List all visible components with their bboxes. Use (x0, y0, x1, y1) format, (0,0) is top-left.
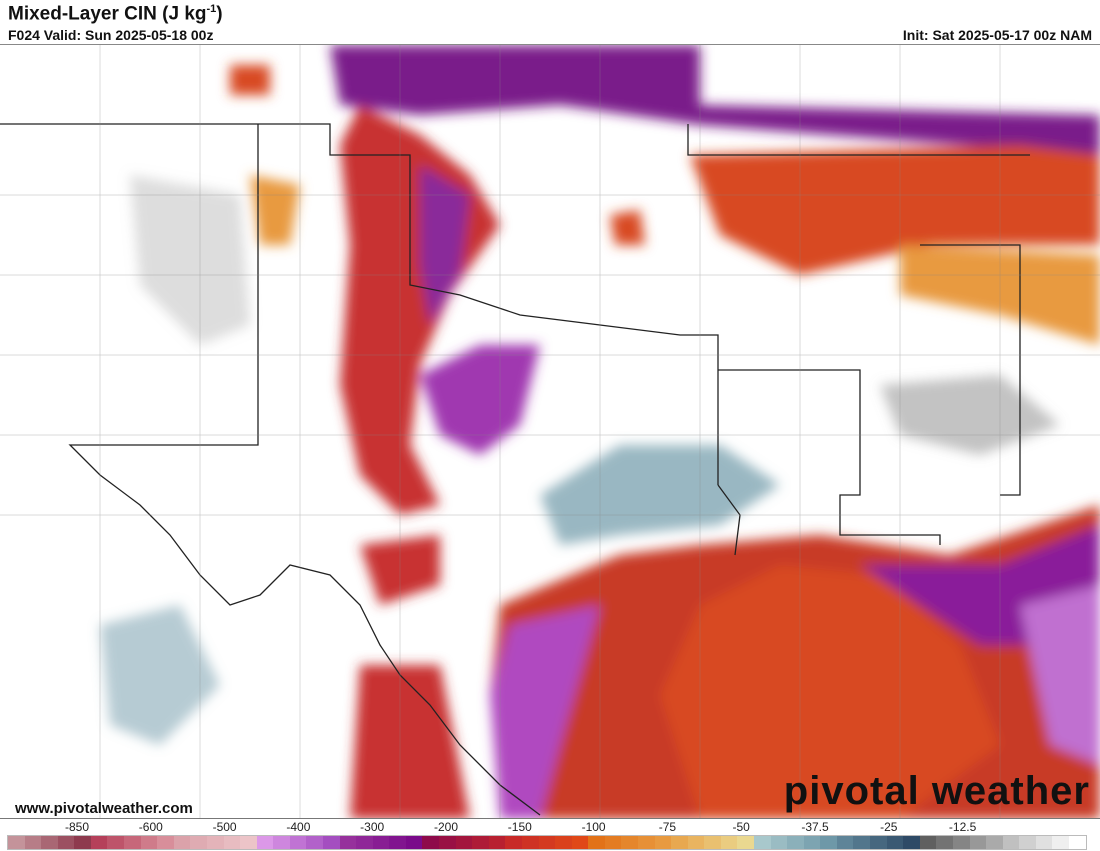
colorbar-cell (57, 836, 75, 849)
colorbar-cell (8, 836, 25, 849)
colorbar-cell (488, 836, 506, 849)
colorbar-tick-label: -200 (433, 820, 459, 834)
colorbar-cell (886, 836, 904, 849)
map-title: Mixed-Layer CIN (J kg-1) (8, 3, 223, 25)
colorbar-cell (289, 836, 307, 849)
colorbar-cell (754, 836, 771, 849)
colorbar-tick-label: -75 (658, 820, 677, 834)
colorbar-cell (952, 836, 970, 849)
init-time: Init: Sat 2025-05-17 00z NAM (902, 27, 1092, 43)
colorbar-cell (472, 836, 489, 849)
state-borders (0, 123, 1030, 816)
colorbar-cell (936, 836, 953, 849)
colorbar-cell (555, 836, 572, 849)
pivotal-weather-logo: pivotal weather (783, 769, 1090, 813)
colorbar-tick-label: -12.5 (948, 820, 977, 834)
colorbar-cell (190, 836, 207, 849)
colorbar-cell (356, 836, 373, 849)
colorbar-cell (571, 836, 589, 849)
colorbar-cell (24, 836, 42, 849)
colorbar-cell (1052, 836, 1069, 849)
colorbar-cell (521, 836, 539, 849)
colorbar-cell (107, 836, 125, 849)
colorbar-tick-label: -300 (360, 820, 385, 834)
colorbar-cell (969, 836, 987, 849)
colorbar-cell (588, 836, 605, 849)
colorbar-cell (41, 836, 58, 849)
colorbar-cell (654, 836, 672, 849)
colorbar-ticks: -850 -600 -500 -400 -300 -200 -150 -100 -75 -50 -3… (0, 820, 1100, 834)
colorbar-cell (820, 836, 837, 849)
colorbar: -850 -600 -500 -400 -300 -200 -150 -100 -75 -50 -3… (0, 818, 1100, 851)
colorbar-tick-label: -100 (581, 820, 606, 834)
colorbar-tick-label: -150 (507, 820, 532, 834)
colorbar-tick-label: -25 (880, 820, 898, 834)
colorbar-cell (604, 836, 622, 849)
colorbar-tick-label: -37.5 (801, 820, 829, 834)
colorbar-cell (687, 836, 705, 849)
colorbar-cell (405, 836, 423, 849)
colorbar-cell (306, 836, 323, 849)
colorbar-cell (389, 836, 406, 849)
colorbar-cell (903, 836, 920, 849)
colorbar-cell (157, 836, 174, 849)
colorbar-cell (1069, 836, 1086, 849)
colorbar-cell (90, 836, 108, 849)
colorbar-cell (422, 836, 440, 849)
colorbar-cell (853, 836, 871, 849)
colorbar-cell (919, 836, 937, 849)
colorbar-cell (372, 836, 390, 849)
colorbar-cell (986, 836, 1003, 849)
colorbar-cell (1002, 836, 1020, 849)
colorbar-cell (206, 836, 224, 849)
colorbar-cell (256, 836, 274, 849)
colorbar-cell (787, 836, 804, 849)
header: Mixed-Layer CIN (J kg-1) F024 Valid: Sun… (0, 0, 1100, 44)
colorbar-cell (720, 836, 738, 849)
colorbar-cell (74, 836, 91, 849)
colorbar-cell (1035, 836, 1053, 849)
colorbar-tick-label: -850 (64, 820, 90, 834)
colorbar-tick-label: -600 (138, 820, 163, 834)
colorbar-cell (439, 836, 456, 849)
colorbar-cell (870, 836, 887, 849)
colorbar-tick-label: -400 (286, 820, 311, 834)
website-url: www.pivotalweather.com (15, 800, 193, 817)
colorbar-cell (140, 836, 158, 849)
colorbar-cell (836, 836, 854, 849)
county-borders (0, 45, 1100, 819)
colorbar-cell (621, 836, 638, 849)
colorbar-cells (7, 835, 1087, 850)
map-field (0, 45, 1100, 819)
colorbar-cell (223, 836, 241, 849)
colorbar-tick-label: -50 (732, 820, 750, 834)
colorbar-cell (803, 836, 821, 849)
colorbar-cell (538, 836, 556, 849)
colorbar-cell (737, 836, 755, 849)
colorbar-cell (124, 836, 141, 849)
colorbar-tick-label: -500 (212, 820, 237, 834)
colorbar-cell (273, 836, 290, 849)
colorbar-cell (505, 836, 522, 849)
colorbar-cell (1019, 836, 1036, 849)
colorbar-cell (455, 836, 473, 849)
colorbar-cell (671, 836, 688, 849)
colorbar-cell (240, 836, 257, 849)
colorbar-cell (339, 836, 357, 849)
colorbar-cell (322, 836, 340, 849)
valid-time: F024 Valid: Sun 2025-05-18 00z (8, 27, 214, 43)
colorbar-cell (704, 836, 721, 849)
colorbar-cell (173, 836, 191, 849)
cin-map[interactable]: www.pivotalweather.com pivotal weather (0, 44, 1100, 819)
colorbar-cell (770, 836, 788, 849)
colorbar-cell (637, 836, 655, 849)
